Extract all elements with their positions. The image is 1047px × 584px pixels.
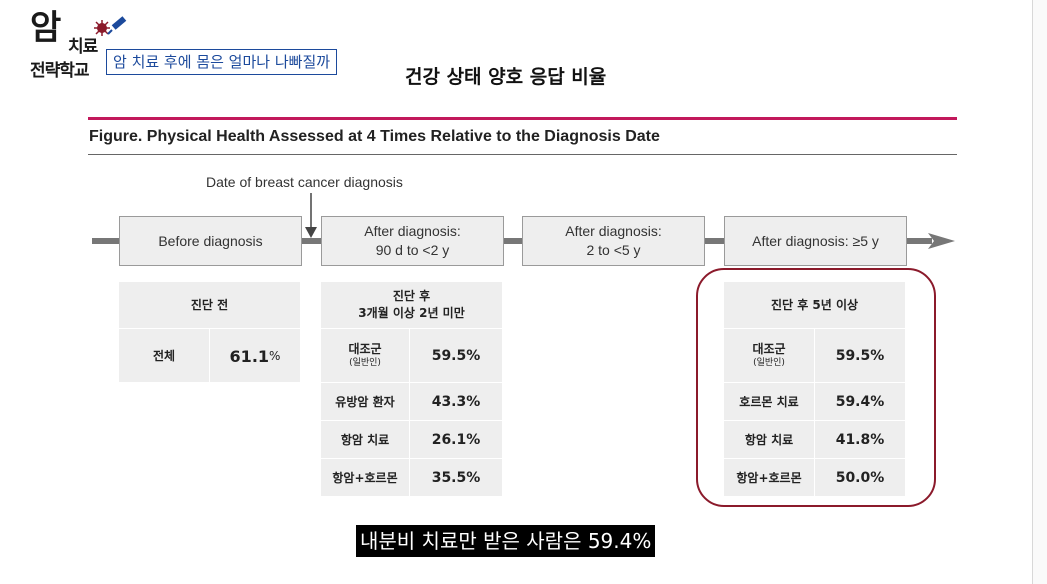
row-value: 61.1% — [229, 346, 281, 366]
channel-logo: 암 치료 전략학교 — [30, 8, 127, 82]
row-label: 항암+호르몬 — [321, 459, 410, 497]
table-row: 항암+호르몬 50.0% — [724, 458, 905, 497]
row-label: 항암+호르몬 — [724, 459, 815, 497]
logo-bottom-text: 전략학교 — [30, 61, 90, 81]
row-value: 43.3% — [431, 394, 481, 410]
highlight-outline — [696, 268, 936, 507]
timeline-bar — [92, 238, 932, 244]
table-90d-to-2y: 진단 후 3개월 이상 2년 미만 대조군 (일반인) 59.5% 유방암 환자 … — [321, 282, 502, 497]
table-row: 항암 치료 26.1% — [321, 420, 502, 459]
stage-90d-to-2y: After diagnosis: 90 d to <2 y — [321, 216, 504, 266]
diagnosis-date-label: Date of breast cancer diagnosis — [206, 174, 403, 190]
table-row: 대조군 (일반인) 59.5% — [724, 328, 905, 383]
arrow-right-icon — [928, 233, 955, 249]
stage-5y-plus: After diagnosis: ≥5 y — [724, 216, 907, 266]
row-label: 호르몬 치료 — [724, 383, 815, 421]
down-arrow-icon — [305, 193, 317, 238]
row-label: 항암 치료 — [724, 421, 815, 459]
row-value: 59.5% — [431, 348, 481, 364]
accent-divider — [88, 117, 957, 120]
logo-big-char: 암 — [30, 8, 62, 48]
row-value: 50.0% — [835, 470, 885, 486]
figure-title: Figure. Physical Health Assessed at 4 Ti… — [89, 128, 660, 145]
table-header: 진단 후 3개월 이상 2년 미만 — [358, 289, 465, 320]
table-5y-plus: 진단 후 5년 이상 대조군 (일반인) 59.5% 호르몬 치료 59.4% 항… — [724, 282, 905, 497]
table-row: 항암 치료 41.8% — [724, 420, 905, 459]
logo-small-text: 치료 — [68, 37, 98, 57]
row-value: 59.5% — [835, 348, 885, 364]
row-value: 35.5% — [431, 470, 481, 486]
row-value: 26.1% — [431, 432, 481, 448]
stage-label: After diagnosis: ≥5 y — [752, 232, 879, 249]
syringe-icon — [94, 16, 127, 36]
stage-sublabel: 90 d to <2 y — [375, 242, 450, 258]
table-row: 대조군 (일반인) 59.5% — [321, 328, 502, 383]
table-before-diagnosis: 진단 전 전체 61.1% — [119, 282, 300, 383]
stage-2y-to-5y: After diagnosis: 2 to <5 y — [522, 216, 705, 266]
stage-sublabel: 2 to <5 y — [586, 242, 641, 258]
table-row: 전체 61.1% — [119, 328, 300, 383]
table-row: 호르몬 치료 59.4% — [724, 382, 905, 421]
table-row: 유방암 환자 43.3% — [321, 382, 502, 421]
video-caption: 내분비 치료만 받은 사람은 59.4% — [356, 525, 656, 557]
row-label: 전체 — [119, 329, 210, 383]
row-value: 59.4% — [835, 394, 885, 410]
row-label: 대조군 (일반인) — [321, 329, 410, 383]
stage-before-diagnosis: Before diagnosis — [119, 216, 302, 266]
row-label: 항암 치료 — [321, 421, 410, 459]
row-label: 유방암 환자 — [321, 383, 410, 421]
row-label: 대조군 (일반인) — [724, 329, 815, 383]
window-edge — [1032, 0, 1047, 584]
table-header: 진단 후 5년 이상 — [770, 297, 859, 312]
title-divider — [88, 154, 957, 155]
stage-label: Before diagnosis — [158, 232, 263, 249]
page-title: 건강 상태 양호 응답 비율 — [405, 66, 607, 88]
stage-label: After diagnosis: — [565, 223, 662, 239]
stage-label: After diagnosis: — [364, 223, 461, 239]
table-header: 진단 전 — [190, 297, 229, 312]
video-subtitle: 암 치료 후에 몸은 얼마나 나빠질까 — [106, 49, 338, 75]
table-row: 항암+호르몬 35.5% — [321, 458, 502, 497]
row-value: 41.8% — [835, 432, 885, 448]
